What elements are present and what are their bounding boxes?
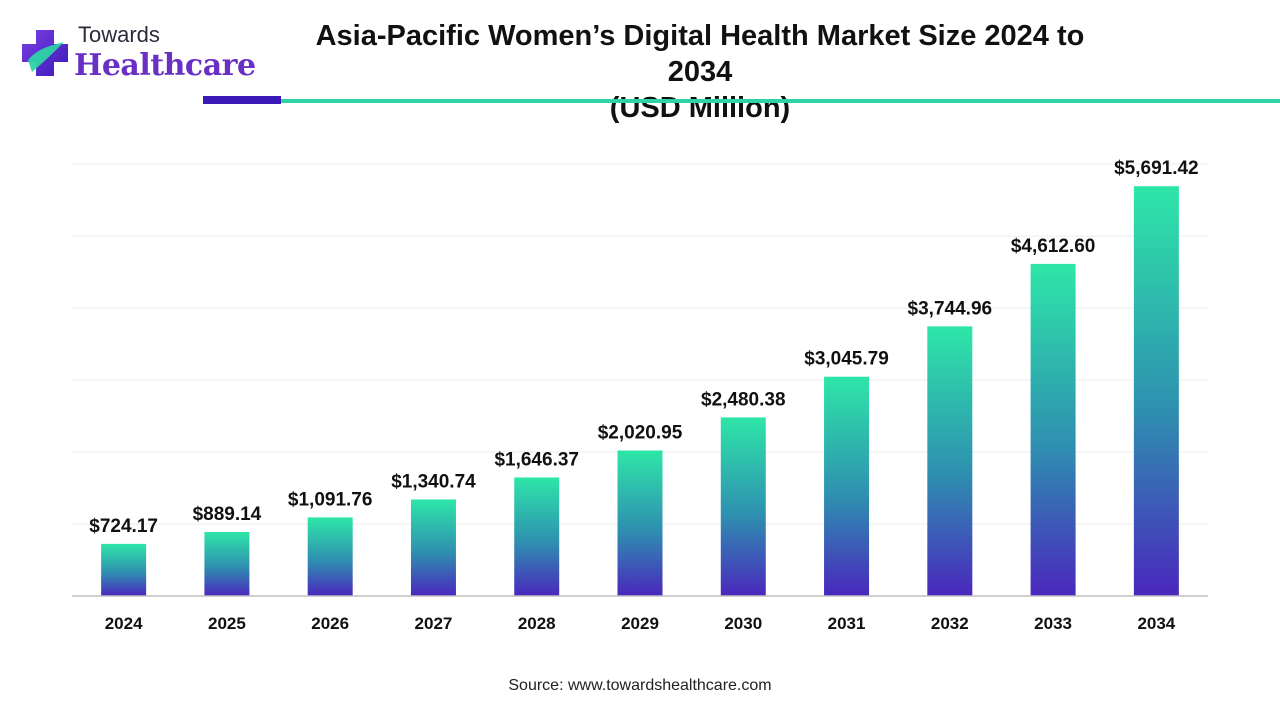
- bar-2027: [410, 499, 456, 596]
- bar-2034: [1133, 186, 1179, 596]
- x-tick-label-2028: 2028: [518, 614, 556, 633]
- header-rule: [281, 99, 1280, 103]
- brand-logo: Towards Healthcare: [18, 18, 256, 88]
- data-label-2025: $889.14: [193, 504, 262, 525]
- x-tick-label-2031: 2031: [828, 614, 866, 633]
- x-tick-label-2027: 2027: [415, 614, 453, 633]
- data-label-2024: $724.17: [89, 516, 158, 537]
- bar-2025: [204, 531, 250, 596]
- data-label-2030: $2,480.38: [701, 389, 786, 410]
- bar-2031: [824, 376, 870, 596]
- bar-2024: [101, 543, 147, 596]
- chart-title-line1: Asia-Pacific Women’s Digital Health Mark…: [315, 20, 1085, 88]
- data-label-2033: $4,612.60: [1011, 236, 1096, 257]
- data-label-2026: $1,091.76: [288, 489, 373, 510]
- bar-2032: [927, 326, 973, 596]
- chart-title-line2: (USD Million): [609, 92, 791, 124]
- bar-chart: $724.17 2024 $889.14 2025 $1,091.76 2026 $1,34…: [72, 158, 1208, 633]
- data-label-2032: $3,744.96: [908, 298, 993, 319]
- data-label-2034: $5,691.42: [1114, 158, 1199, 179]
- data-label-2027: $1,340.74: [391, 471, 476, 492]
- source-note: Source: www.towardshealthcare.com: [508, 677, 772, 694]
- medical-cross-icon: [22, 30, 68, 76]
- bar-2029: [617, 450, 663, 596]
- x-tick-label-2026: 2026: [311, 614, 349, 633]
- x-tick-label-2025: 2025: [208, 614, 246, 633]
- bar-2033: [1030, 263, 1076, 596]
- header-rule-accent: [203, 96, 281, 104]
- x-tick-label-2029: 2029: [621, 614, 659, 633]
- bar-2026: [307, 517, 353, 596]
- data-label-2029: $2,020.95: [598, 422, 683, 443]
- x-tick-label-2024: 2024: [105, 614, 143, 633]
- x-tick-label-2034: 2034: [1137, 614, 1175, 633]
- chart-title: Asia-Pacific Women’s Digital Health Mark…: [290, 18, 1110, 126]
- brand-name-main: Healthcare: [74, 48, 256, 83]
- x-tick-label-2032: 2032: [931, 614, 969, 633]
- x-tick-label-2033: 2033: [1034, 614, 1072, 633]
- bar-2028: [514, 477, 560, 596]
- x-tick-label-2030: 2030: [724, 614, 762, 633]
- brand-name-top: Towards: [78, 22, 160, 47]
- data-label-2028: $1,646.37: [494, 449, 579, 470]
- data-label-2031: $3,045.79: [804, 349, 889, 370]
- bar-2030: [720, 417, 766, 596]
